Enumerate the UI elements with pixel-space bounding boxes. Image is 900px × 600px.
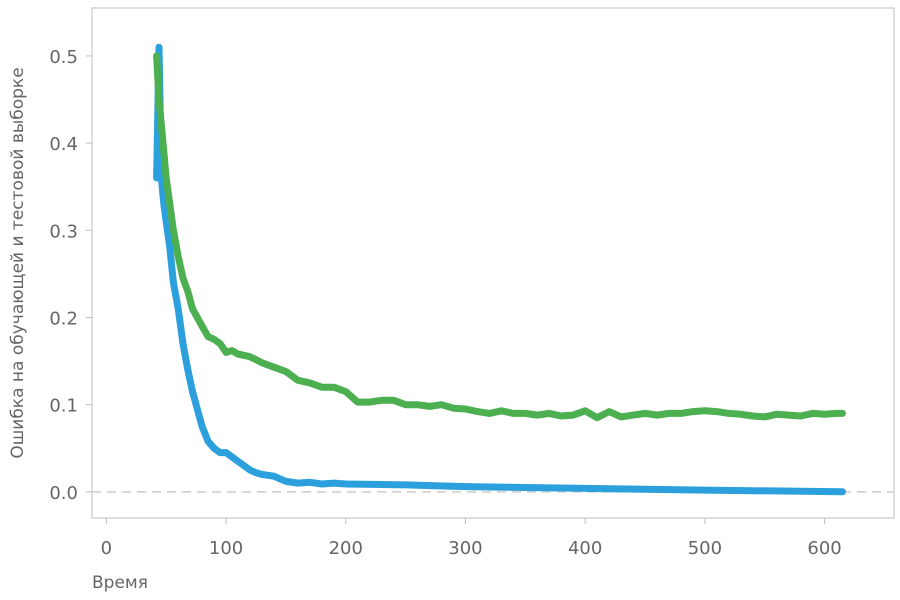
plot-area-frame xyxy=(91,7,895,519)
x-tick-label: 0 xyxy=(101,538,112,559)
x-tick-label: 300 xyxy=(448,538,482,559)
x-axis-title: Время xyxy=(92,573,148,593)
y-tick-label: 0.4 xyxy=(49,134,78,155)
y-tick-label: 0.2 xyxy=(49,308,78,329)
series-layer xyxy=(153,43,846,496)
series-line-2 xyxy=(153,52,846,422)
x-tick-label: 500 xyxy=(688,538,722,559)
y-tick-label: 0.3 xyxy=(49,221,78,242)
x-tick-label: 200 xyxy=(329,538,363,559)
y-tick-label: 0.0 xyxy=(49,483,78,504)
series-line-1 xyxy=(153,43,846,496)
y-axis-ticks: 0.0 0.1 0.2 0.3 0.4 0.5 xyxy=(49,47,92,504)
y-tick-label: 0.5 xyxy=(49,47,78,68)
x-tick-label: 100 xyxy=(209,538,243,559)
x-axis-ticks: 0 100 200 300 400 500 600 xyxy=(101,518,842,559)
x-tick-label: 400 xyxy=(568,538,602,559)
y-axis-title: Ошибка на обучающей и тестовой выборке xyxy=(8,67,28,458)
x-tick-label: 600 xyxy=(807,538,841,559)
y-tick-label: 0.1 xyxy=(49,396,78,417)
